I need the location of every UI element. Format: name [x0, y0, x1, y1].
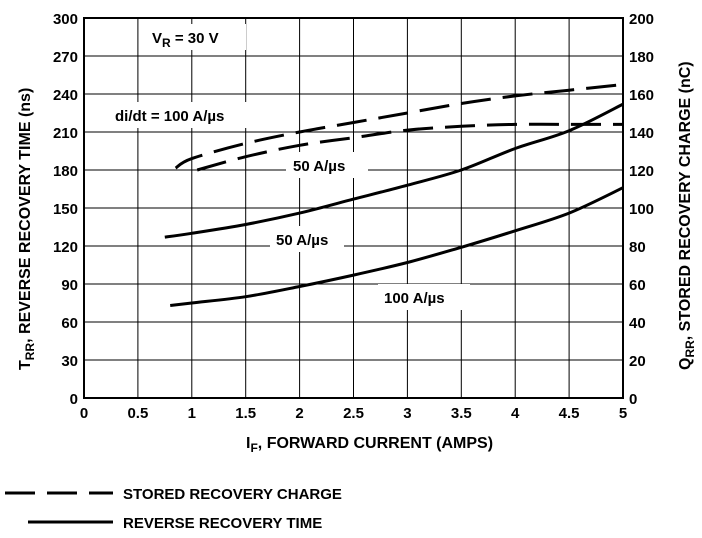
x-tick-label: 0	[80, 405, 88, 422]
x-tick-labels: 0 0.5 1 1.5 2 2.5 3 3.5 4 4.5 5	[80, 405, 627, 422]
label-100-lower: 100 A/µs	[384, 290, 445, 307]
x-tick-label: 2.5	[343, 405, 364, 422]
y-left-axis-label: TRR, REVERSE RECOVERY TIME (ns)	[17, 88, 37, 370]
x-tick-label: 2	[295, 405, 303, 422]
plot-frame	[83, 17, 624, 399]
vr-annotation: VR = 30 V	[152, 30, 219, 50]
label-50-upper-box	[286, 152, 368, 178]
series-line-0	[174, 83, 624, 170]
label-50-lower: 50 A/µs	[276, 232, 328, 249]
y-left-tick-label: 120	[53, 239, 78, 256]
legend-label-recovery-time: REVERSE RECOVERY TIME	[123, 515, 322, 532]
series-group	[164, 83, 624, 307]
y-right-tick-label: 120	[629, 163, 654, 180]
y-right-tick-label: 200	[629, 11, 654, 28]
y-left-tick-labels: 0 30 60 90 120 150 180 210 240 270 300	[53, 11, 78, 408]
y-right-tick-label: 0	[629, 391, 637, 408]
x-tick-label: 1.5	[235, 405, 256, 422]
x-tick-label: 0.5	[127, 405, 148, 422]
y-right-tick-labels: 0 20 40 60 80 100 120 140 160 180 200	[629, 11, 654, 408]
x-tick-label: 5	[619, 405, 627, 422]
y-left-tick-label: 150	[53, 201, 78, 218]
x-tick-label: 4	[511, 405, 520, 422]
x-tick-label: 4.5	[559, 405, 580, 422]
series-line-1	[196, 122, 623, 172]
y-left-tick-label: 300	[53, 11, 78, 28]
y-right-tick-label: 100	[629, 201, 654, 218]
x-tick-label: 3.5	[451, 405, 472, 422]
vr-label-box	[146, 24, 246, 50]
y-right-axis-label: QRR, STORED RECOVERY CHARGE (nC)	[677, 61, 697, 370]
series-line-3	[170, 186, 624, 307]
legend: STORED RECOVERY CHARGE REVERSE RECOVERY …	[5, 486, 342, 532]
y-right-tick-label: 140	[629, 125, 654, 142]
y-left-tick-label: 240	[53, 87, 78, 104]
y-left-tick-label: 0	[70, 391, 78, 408]
x-tick-label: 1	[188, 405, 196, 422]
x-tick-label: 3	[403, 405, 411, 422]
series-line-2	[164, 102, 624, 239]
y-right-tick-label: 40	[629, 315, 646, 332]
y-left-tick-label: 90	[61, 277, 78, 294]
y-left-tick-label: 60	[61, 315, 78, 332]
didt-annotation: di/dt = 100 A/µs	[115, 108, 224, 125]
label-50-upper: 50 A/µs	[293, 158, 345, 175]
y-right-tick-label: 60	[629, 277, 646, 294]
y-left-tick-label: 30	[61, 353, 78, 370]
y-left-tick-label: 270	[53, 49, 78, 66]
y-right-tick-label: 20	[629, 353, 646, 370]
didt-label-box	[110, 102, 250, 128]
label-50-lower-box	[270, 226, 344, 252]
y-left-tick-label: 210	[53, 125, 78, 142]
y-right-tick-label: 180	[629, 49, 654, 66]
legend-label-stored-charge: STORED RECOVERY CHARGE	[123, 486, 342, 503]
y-left-tick-label: 180	[53, 163, 78, 180]
y-right-tick-label: 160	[629, 87, 654, 104]
x-axis-label: IF, FORWARD CURRENT (AMPS)	[246, 435, 493, 455]
label-100-lower-box	[378, 284, 470, 310]
y-right-tick-label: 80	[629, 239, 646, 256]
